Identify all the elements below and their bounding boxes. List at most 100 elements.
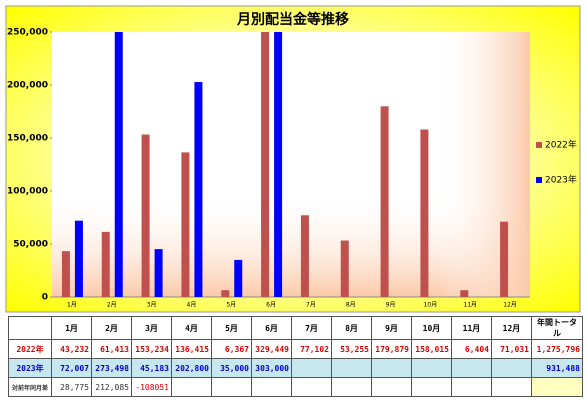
table-cell: 10月 bbox=[411, 316, 452, 340]
x-tick-label: 11月 bbox=[463, 302, 477, 309]
table-cell: 9月 bbox=[371, 316, 412, 340]
table-cell bbox=[491, 358, 532, 378]
table-cell: 年間トータル bbox=[531, 316, 583, 340]
table-row: 2022年 43,232 61,413 153,234 136,415 6,367 329,… bbox=[8, 339, 583, 359]
table-cell bbox=[251, 377, 292, 397]
chart: 月別配当金等推移 0 50,000 100,000 150,000 200,000 250… bbox=[5, 5, 581, 313]
table-cell: 43,232 bbox=[51, 339, 92, 359]
legend-label: 2023年 bbox=[545, 174, 577, 186]
table-cell bbox=[291, 358, 332, 378]
data-table: 1月 2月 3月 4月 5月 6月 7月 8月 9月 10月 11月 12月 年間トータル 2022年 43… bbox=[8, 316, 583, 397]
y-tick-label: 50,000 bbox=[13, 240, 48, 250]
y-tick-label: 200,000 bbox=[7, 81, 48, 91]
bar bbox=[234, 259, 243, 297]
table-cell: 6,404 bbox=[451, 339, 492, 359]
table-cell: 28,775 bbox=[51, 377, 92, 397]
x-tick-label: 8月 bbox=[346, 302, 356, 309]
y-tick-label: 150,000 bbox=[7, 134, 48, 144]
table-cell bbox=[211, 377, 252, 397]
x-tick-label: 2月 bbox=[107, 302, 117, 309]
table-cell: 179,879 bbox=[371, 339, 412, 359]
table-cell bbox=[171, 377, 212, 397]
x-tick-label: 7月 bbox=[306, 302, 316, 309]
y-tick-label: 250,000 bbox=[7, 28, 48, 38]
legend-swatch bbox=[536, 177, 542, 183]
x-tick-label: 6月 bbox=[266, 302, 276, 309]
table-cell: 61,413 bbox=[91, 339, 132, 359]
y-tick-label: 0 bbox=[42, 293, 48, 303]
table-cell: 2月 bbox=[91, 316, 132, 340]
table-cell: 72,007 bbox=[51, 358, 92, 378]
table-cell: 71,031 bbox=[491, 339, 532, 359]
table-cell: 6月 bbox=[251, 316, 292, 340]
legend-swatch bbox=[536, 142, 542, 148]
bar bbox=[181, 152, 190, 297]
table-cell: 12月 bbox=[491, 316, 532, 340]
table-cell bbox=[491, 377, 532, 397]
table-cell: 対前年同月差 bbox=[8, 377, 52, 397]
table-cell: 77,102 bbox=[291, 339, 332, 359]
bar bbox=[221, 290, 230, 297]
bar bbox=[274, 32, 283, 297]
table-cell: 1,275,796 bbox=[531, 339, 583, 359]
table-cell bbox=[411, 358, 452, 378]
chart-title: 月別配当金等推移 bbox=[236, 11, 349, 28]
table-cell: 153,234 bbox=[131, 339, 172, 359]
table-cell: 2023年 bbox=[8, 358, 52, 378]
table-cell: 6,367 bbox=[211, 339, 252, 359]
table-cell: 273,498 bbox=[91, 358, 132, 378]
table-cell: 1月 bbox=[51, 316, 92, 340]
x-tick-label: 5月 bbox=[226, 302, 236, 309]
table-cell: 158,015 bbox=[411, 339, 452, 359]
table-cell: 3月 bbox=[131, 316, 172, 340]
plot-shade bbox=[52, 32, 530, 297]
bar bbox=[340, 240, 349, 297]
table-cell: 53,255 bbox=[331, 339, 372, 359]
table-row: 対前年同月差 28,775 212,085 -108051 bbox=[8, 377, 583, 397]
table-cell bbox=[531, 377, 583, 397]
table-cell: 212,085 bbox=[91, 377, 132, 397]
bar bbox=[141, 134, 150, 297]
table-row: 2023年 72,007 273,498 45,183 202,800 35,000 303… bbox=[8, 358, 583, 378]
x-tick-label: 4月 bbox=[187, 302, 197, 309]
x-tick-label: 1月 bbox=[67, 302, 77, 309]
x-tick-label: 10月 bbox=[424, 302, 438, 309]
table-cell: 7月 bbox=[291, 316, 332, 340]
table-cell: 4月 bbox=[171, 316, 212, 340]
x-tick-label: 9月 bbox=[386, 302, 396, 309]
y-tick-label: 100,000 bbox=[7, 187, 48, 197]
table-cell: 45,183 bbox=[131, 358, 172, 378]
bar bbox=[101, 231, 110, 297]
table-cell bbox=[411, 377, 452, 397]
table-cell: 5月 bbox=[211, 316, 252, 340]
x-tick-label: 3月 bbox=[147, 302, 157, 309]
table-cell: 202,800 bbox=[171, 358, 212, 378]
table-cell: 35,000 bbox=[211, 358, 252, 378]
table-cell bbox=[371, 358, 412, 378]
bar bbox=[74, 220, 83, 297]
bar bbox=[194, 82, 203, 297]
table-row: 1月 2月 3月 4月 5月 6月 7月 8月 9月 10月 11月 12月 年間トータル bbox=[8, 316, 583, 340]
bars bbox=[61, 32, 509, 297]
bar bbox=[114, 32, 123, 297]
table-cell bbox=[451, 377, 492, 397]
bar bbox=[300, 215, 309, 297]
bar bbox=[380, 106, 389, 297]
table-cell bbox=[291, 377, 332, 397]
table-cell: 329,449 bbox=[251, 339, 292, 359]
x-tick-label: 12月 bbox=[503, 302, 517, 309]
table-cell: 136,415 bbox=[171, 339, 212, 359]
table-cell: 2022年 bbox=[8, 339, 52, 359]
bar bbox=[154, 249, 163, 297]
table-cell bbox=[371, 377, 412, 397]
bar bbox=[420, 129, 429, 297]
table-cell bbox=[331, 358, 372, 378]
table-cell: -108051 bbox=[131, 377, 172, 397]
table-cell bbox=[8, 316, 52, 340]
bar bbox=[460, 290, 469, 297]
bar bbox=[61, 251, 70, 297]
table-cell bbox=[451, 358, 492, 378]
table-cell: 931,488 bbox=[531, 358, 583, 378]
table-cell: 303,000 bbox=[251, 358, 292, 378]
